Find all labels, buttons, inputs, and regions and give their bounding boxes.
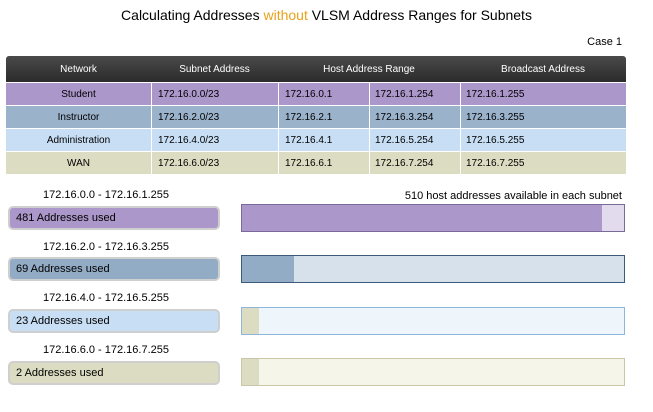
cell-subnet-address: 172.16.4.0/23 — [151, 129, 278, 151]
addresses-used-box: 69 Addresses used — [8, 257, 220, 281]
usage-bar — [241, 358, 625, 386]
table-row: Student 172.16.0.0/23 172.16.0.1 172.16.1.2… — [6, 82, 626, 105]
subnet-range-label: 172.16.6.0 - 172.16.7.255 — [43, 344, 169, 356]
usage-bar-fill — [242, 256, 294, 282]
cell-network: Instructor — [57, 111, 100, 123]
usage-bar — [241, 204, 625, 232]
cell-host-end: 172.16.1.254 — [369, 83, 460, 105]
cell-network: Student — [61, 88, 96, 100]
subnet-range-label: 172.16.4.0 - 172.16.5.255 — [43, 292, 169, 304]
subnet-range-label: 172.16.0.0 - 172.16.1.255 — [43, 189, 169, 201]
usage-bar — [241, 307, 625, 335]
cell-network: WAN — [67, 157, 90, 169]
available-note: 510 host addresses available in each sub… — [404, 190, 622, 202]
page-title: Calculating Addresses without VLSM Addre… — [0, 7, 653, 23]
title-highlight: without — [263, 7, 308, 23]
usage-bar — [241, 255, 625, 283]
table-row: Administration 172.16.4.0/23 172.16.4.1 172… — [6, 128, 626, 151]
cell-subnet-address: 172.16.0.0/23 — [151, 83, 278, 105]
title-before: Calculating Addresses — [121, 7, 264, 23]
cell-broadcast: 172.16.3.255 — [460, 106, 626, 128]
addresses-used-box: 481 Addresses used — [8, 206, 220, 230]
cell-subnet-address: 172.16.2.0/23 — [151, 106, 278, 128]
usage-bar-fill — [242, 308, 260, 334]
address-table: Network Subnet Address Host Address Rang… — [6, 56, 626, 174]
header-host-range: Host Address Range — [323, 63, 415, 75]
table-row: WAN 172.16.6.0/23 172.16.6.1 172.16.7.254 17… — [6, 151, 626, 174]
cell-host-start: 172.16.2.1 — [278, 106, 369, 128]
cell-host-end: 172.16.5.254 — [369, 129, 460, 151]
cell-host-start: 172.16.6.1 — [278, 152, 369, 174]
cell-host-start: 172.16.4.1 — [278, 129, 369, 151]
addresses-used-box: 23 Addresses used — [8, 309, 220, 333]
cell-host-end: 172.16.3.254 — [369, 106, 460, 128]
cell-network: Administration — [46, 134, 111, 146]
cell-host-start: 172.16.0.1 — [278, 83, 369, 105]
cell-host-end: 172.16.7.254 — [369, 152, 460, 174]
header-network: Network — [60, 63, 97, 75]
cell-broadcast: 172.16.7.255 — [460, 152, 626, 174]
cell-subnet-address: 172.16.6.0/23 — [151, 152, 278, 174]
title-after: VLSM Address Ranges for Subnets — [307, 7, 532, 23]
usage-bar-fill — [242, 359, 260, 385]
header-broadcast: Broadcast Address — [501, 63, 585, 75]
addresses-used-box: 2 Addresses used — [8, 361, 220, 385]
usage-bar-fill — [242, 205, 603, 231]
case-label: Case 1 — [587, 36, 622, 48]
cell-broadcast: 172.16.1.255 — [460, 83, 626, 105]
table-header: Network Subnet Address Host Address Rang… — [6, 56, 626, 82]
table-row: Instructor 172.16.2.0/23 172.16.2.1 172.16.… — [6, 105, 626, 128]
header-subnet-address: Subnet Address — [179, 63, 250, 75]
subnet-range-label: 172.16.2.0 - 172.16.3.255 — [43, 241, 169, 253]
cell-broadcast: 172.16.5.255 — [460, 129, 626, 151]
